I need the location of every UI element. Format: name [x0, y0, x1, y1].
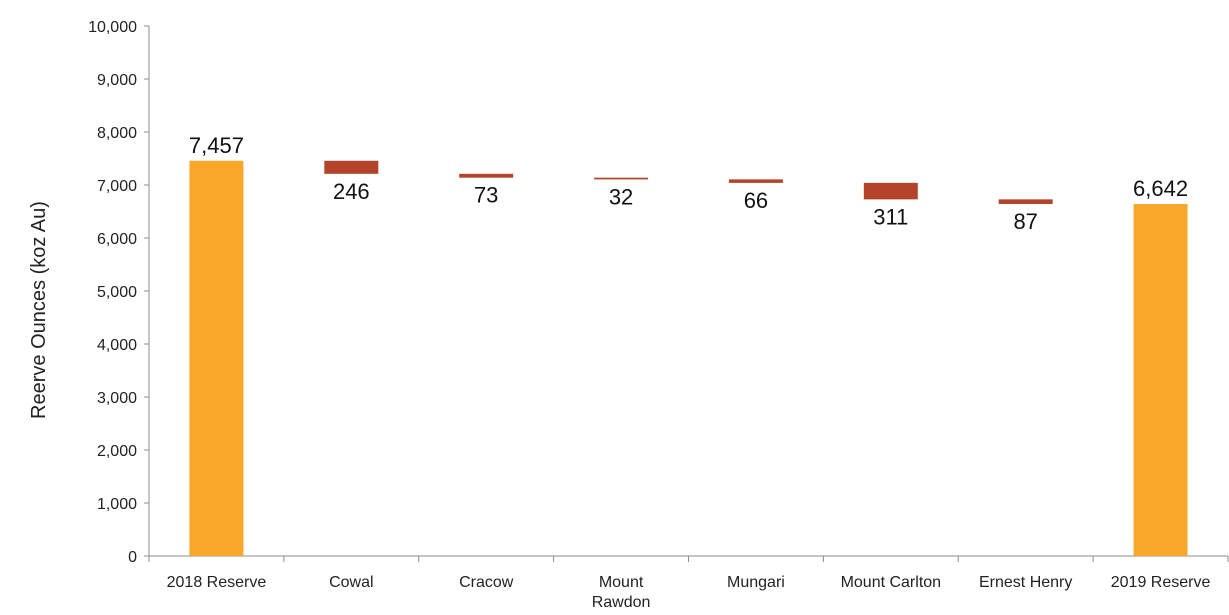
category-label: Mount Carlton: [841, 574, 942, 591]
bar-value-label: 311: [873, 204, 908, 229]
x-axis-ticks: [148, 556, 1229, 562]
bar-value-label: 73: [474, 183, 498, 208]
category-label: Cracow: [459, 574, 514, 591]
decrease-bar: [863, 182, 918, 200]
decrease-bar: [728, 179, 783, 183]
y-axis-ticks: 0 1,000 2,000 3,000 4,000 5,000 6,000 7,000 8,00…: [88, 19, 149, 566]
bars-group: [189, 160, 1188, 557]
category-label: 2018 Reserve: [167, 574, 267, 591]
y-tick-label: 5,000: [97, 284, 137, 301]
y-tick-label: 3,000: [97, 390, 137, 407]
category-label: Mount Rawdon: [592, 574, 651, 611]
category-label: Cowal: [329, 574, 373, 591]
bar-value-label: 87: [1013, 209, 1037, 234]
total-bar: [189, 160, 244, 557]
bar-value-label: 6,642: [1133, 176, 1188, 201]
category-label: 2019 Reserve: [1111, 574, 1211, 591]
y-tick-label: 10,000: [88, 19, 137, 36]
y-tick-label: 9,000: [97, 72, 137, 89]
bar-value-label: 7,457: [189, 133, 244, 158]
decrease-bar: [998, 199, 1053, 204]
decrease-bar: [594, 177, 649, 180]
y-tick-label: 0: [128, 549, 137, 566]
y-tick-label: 2,000: [97, 443, 137, 460]
bar-value-label: 66: [744, 188, 768, 213]
y-axis-title: Reerve Ounces (koz Au): [28, 201, 50, 419]
y-tick-label: 7,000: [97, 178, 137, 195]
data-labels-group: 7,457 246 73 32 66 311 87 6,642: [189, 133, 1188, 234]
y-tick-label: 6,000: [97, 231, 137, 248]
total-bar: [1133, 203, 1188, 556]
category-label: Ernest Henry: [979, 574, 1072, 591]
category-label: Mungari: [727, 574, 785, 591]
y-tick-label: 4,000: [97, 337, 137, 354]
y-tick-label: 1,000: [97, 496, 137, 513]
decrease-bar: [324, 160, 379, 174]
bar-value-label: 32: [609, 184, 633, 209]
bar-value-label: 246: [333, 179, 370, 204]
category-labels-group: 2018 Reserve Cowal Cracow Mount Rawdon Mungar…: [167, 574, 1211, 611]
y-tick-label: 8,000: [97, 125, 137, 142]
decrease-bar: [459, 173, 514, 178]
